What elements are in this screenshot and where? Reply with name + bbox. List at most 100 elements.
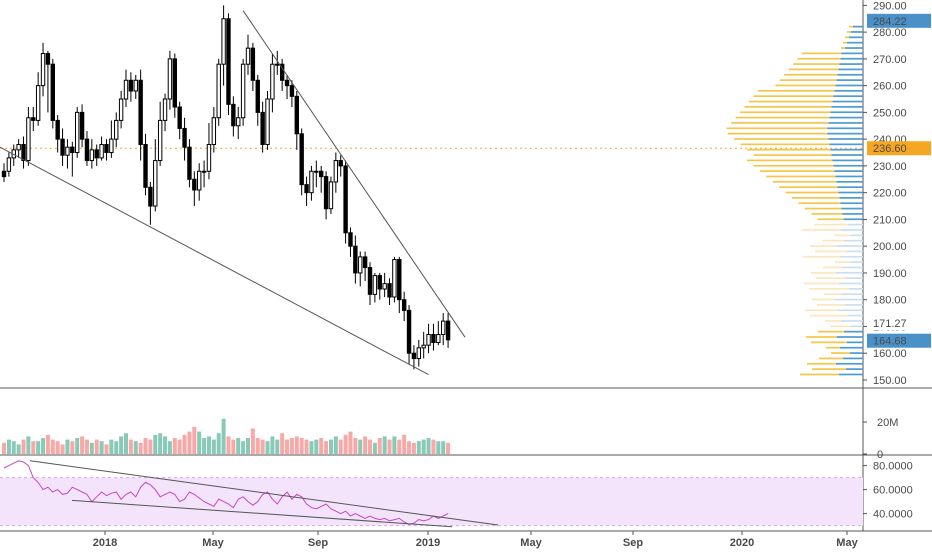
volume-bar (441, 441, 446, 454)
volume-profile-bar-down (792, 197, 840, 199)
volume-profile-bar-down (816, 277, 846, 279)
candle-down (260, 111, 265, 145)
price-tick-label: 180.00 (873, 295, 907, 307)
volume-profile-bar-down (784, 73, 838, 76)
volume-bar (75, 438, 80, 454)
candle-up (6, 157, 12, 172)
volume-bar (382, 436, 387, 454)
volume-profile (726, 25, 863, 376)
volume-profile-bar-down (811, 271, 836, 274)
candle-down (70, 146, 75, 154)
volume-bar (128, 439, 133, 454)
volume-profile-bar-up (841, 52, 863, 55)
candle-down (31, 117, 36, 121)
candle-down (138, 79, 143, 145)
volume-profile-bar-up (840, 57, 863, 60)
volume-bar (143, 438, 148, 454)
candle-down (367, 267, 373, 295)
volume-bar (338, 439, 343, 454)
volume-profile-bar-up (831, 106, 863, 108)
volume-bar (31, 441, 36, 454)
volume-profile-bar-down (841, 47, 845, 49)
candle-up (75, 111, 80, 154)
candle-down (338, 160, 343, 167)
volume-tick-label: 0 (877, 449, 883, 461)
volume-bar (348, 431, 353, 454)
lower-trendline (0, 146, 429, 376)
volume-profile-bar-down (805, 309, 838, 312)
volume-bar (280, 433, 285, 454)
volume-bar (55, 441, 60, 454)
volume-profile-bar-up (848, 223, 863, 226)
volume-profile-bar-up (847, 341, 863, 344)
volume-bar (416, 441, 421, 454)
candle-up (167, 58, 173, 100)
candle-up (123, 79, 129, 100)
volume-profile-bar-up (832, 159, 863, 162)
price-tick-label: 160.00 (873, 348, 907, 360)
volume-profile-bar-up (853, 25, 863, 28)
candle-up (372, 275, 378, 295)
volume-bar (226, 436, 231, 454)
volume-bar (36, 441, 41, 454)
volume-bar (231, 439, 236, 454)
oscillator-tick-label: 40.0000 (873, 509, 913, 521)
candle-down (319, 170, 324, 178)
price-tick-label: 290.00 (873, 0, 907, 12)
volume-profile-bar-up (840, 202, 863, 205)
volume-bars (2, 418, 451, 454)
candle-up (270, 63, 275, 100)
volume-bar (45, 434, 50, 454)
volume-profile-bar-down (779, 186, 838, 189)
volume-profile-bar-down (772, 180, 837, 183)
oscillator-tick-label: 80.0000 (873, 461, 913, 473)
volume-profile-bar-down (746, 159, 833, 162)
candle-up (16, 143, 21, 151)
volume-profile-bar-down (824, 293, 842, 296)
candle-down (226, 18, 231, 105)
volume-bar (50, 439, 55, 454)
volume-bar (104, 444, 109, 454)
candle-up (309, 170, 314, 194)
price-badge (867, 141, 931, 156)
volume-profile-bar-up (827, 132, 863, 135)
candle-down (177, 106, 182, 129)
candle-up (109, 138, 114, 154)
volume-profile-bar-up (828, 122, 863, 124)
candle-up (197, 170, 202, 191)
volume-profile-bar-down (809, 287, 849, 290)
candle-down (187, 146, 192, 180)
price-tick-label: 260.00 (873, 81, 907, 93)
volume-bar (397, 439, 402, 454)
volume-profile-bar-up (832, 100, 863, 103)
volume-bar (192, 426, 197, 454)
oscillator-line (3, 460, 449, 525)
volume-profile-bar-up (837, 73, 863, 76)
volume-profile-bar-down (785, 191, 839, 194)
price-badge-label: 171.27 (873, 318, 907, 330)
candle-up (240, 63, 246, 119)
candle-up (358, 256, 363, 274)
candle-down (387, 283, 392, 298)
volume-bar (299, 438, 304, 454)
volume-profile-bar-down (802, 229, 841, 231)
volume-profile-bar-up (833, 164, 863, 167)
volume-bar (80, 436, 85, 454)
candle-down (294, 95, 300, 135)
volume-profile-bar-up (834, 170, 863, 172)
volume-bar (353, 438, 358, 454)
candle-down (250, 47, 256, 81)
volume-bar (431, 439, 436, 454)
volume-bar (250, 428, 255, 454)
volume-bar (172, 438, 177, 454)
volume-bar (11, 441, 16, 454)
volume-profile-bar-down (835, 261, 850, 263)
volume-bar (236, 438, 241, 454)
volume-profile-bar-up (833, 95, 863, 98)
volume-bar (328, 439, 333, 454)
volume-bar (60, 444, 65, 454)
candle-down (279, 63, 285, 81)
volume-profile-bar-down (727, 132, 828, 135)
